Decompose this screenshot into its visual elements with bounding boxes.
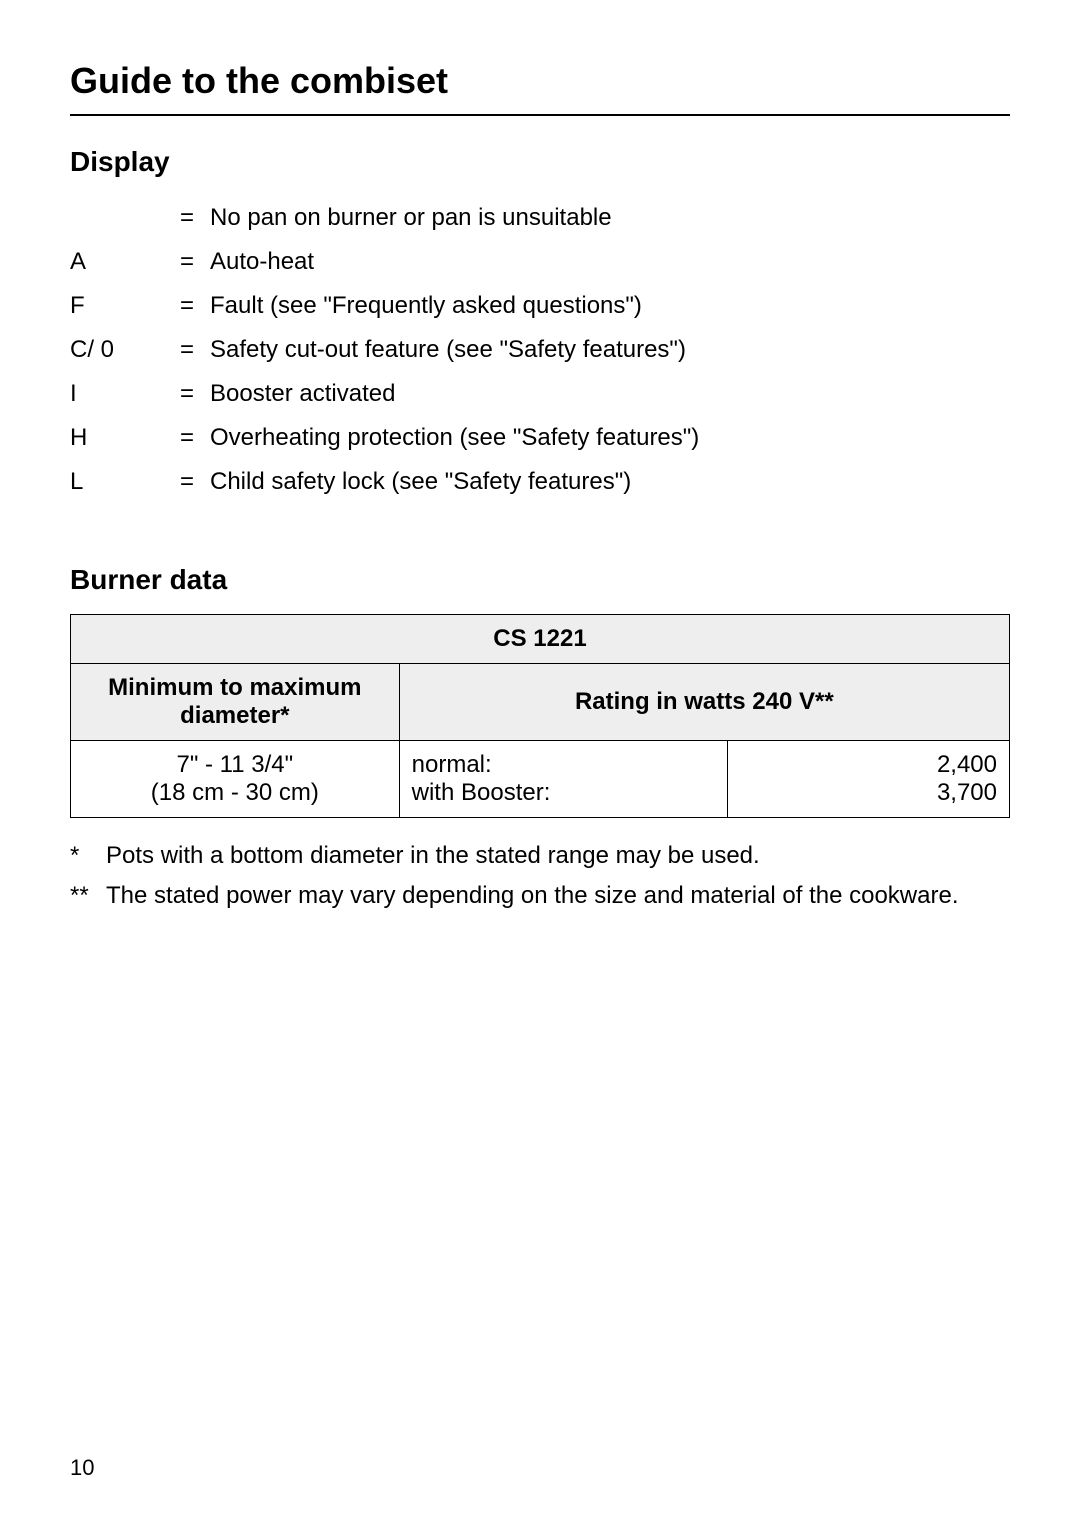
display-row: F = Fault (see "Frequently asked questio… [70, 284, 699, 328]
burner-section: Burner data CS 1221 Minimum to maximum d… [70, 564, 1010, 910]
display-symbol: L [70, 460, 180, 504]
rating-value-cell: 2,400 3,700 [728, 741, 1010, 818]
display-desc: Fault (see "Frequently asked questions") [210, 284, 699, 328]
equals-sign: = [180, 460, 210, 504]
burner-heading: Burner data [70, 564, 1010, 596]
display-row: A = Auto-heat [70, 240, 699, 284]
document-page: Guide to the combiset Display = No pan o… [0, 0, 1080, 910]
display-symbol: C/ 0 [70, 328, 180, 372]
equals-sign: = [180, 372, 210, 416]
equals-sign: = [180, 196, 210, 240]
page-number: 10 [70, 1455, 94, 1481]
diameter-cell: 7" - 11 3/4" (18 cm - 30 cm) [71, 741, 400, 818]
booster-value: 3,700 [937, 779, 997, 806]
model-header: CS 1221 [71, 615, 1010, 664]
display-desc: Overheating protection (see "Safety feat… [210, 416, 699, 460]
footnote: ** The stated power may vary depending o… [70, 882, 1010, 910]
display-desc: Safety cut-out feature (see "Safety feat… [210, 328, 699, 372]
display-symbol: H [70, 416, 180, 460]
display-symbol [70, 196, 180, 240]
display-desc: Child safety lock (see "Safety features"… [210, 460, 699, 504]
display-row: C/ 0 = Safety cut-out feature (see "Safe… [70, 328, 699, 372]
display-row: I = Booster activated [70, 372, 699, 416]
equals-sign: = [180, 240, 210, 284]
display-symbol: F [70, 284, 180, 328]
equals-sign: = [180, 284, 210, 328]
display-desc: Booster activated [210, 372, 699, 416]
diameter-inches: 7" - 11 3/4" [176, 751, 293, 778]
footnote: * Pots with a bottom diameter in the sta… [70, 842, 1010, 870]
display-heading: Display [70, 146, 1010, 178]
rating-column-header: Rating in watts 240 V** [399, 664, 1009, 741]
equals-sign: = [180, 328, 210, 372]
display-symbol-list: = No pan on burner or pan is unsuitable … [70, 196, 699, 504]
normal-label: normal: [412, 751, 492, 778]
footnote-text: The stated power may vary depending on t… [106, 882, 1010, 910]
title-rule [70, 114, 1010, 116]
table-row: Minimum to maximum diameter* Rating in w… [71, 664, 1010, 741]
diameter-cm: (18 cm - 30 cm) [151, 779, 319, 806]
footnotes: * Pots with a bottom diameter in the sta… [70, 842, 1010, 910]
rating-label-cell: normal: with Booster: [399, 741, 728, 818]
normal-value: 2,400 [937, 751, 997, 778]
display-row: L = Child safety lock (see "Safety featu… [70, 460, 699, 504]
footnote-mark: * [70, 842, 106, 870]
burner-data-table: CS 1221 Minimum to maximum diameter* Rat… [70, 614, 1010, 818]
display-desc: Auto-heat [210, 240, 699, 284]
table-row: 7" - 11 3/4" (18 cm - 30 cm) normal: wit… [71, 741, 1010, 818]
diameter-column-header: Minimum to maximum diameter* [71, 664, 400, 741]
display-symbol: I [70, 372, 180, 416]
footnote-mark: ** [70, 882, 106, 910]
equals-sign: = [180, 416, 210, 460]
display-desc: No pan on burner or pan is unsuitable [210, 196, 699, 240]
display-symbol: A [70, 240, 180, 284]
display-row: H = Overheating protection (see "Safety … [70, 416, 699, 460]
footnote-text: Pots with a bottom diameter in the state… [106, 842, 1010, 870]
page-title: Guide to the combiset [70, 60, 1010, 102]
display-row: = No pan on burner or pan is unsuitable [70, 196, 699, 240]
table-row: CS 1221 [71, 615, 1010, 664]
booster-label: with Booster: [412, 779, 551, 806]
